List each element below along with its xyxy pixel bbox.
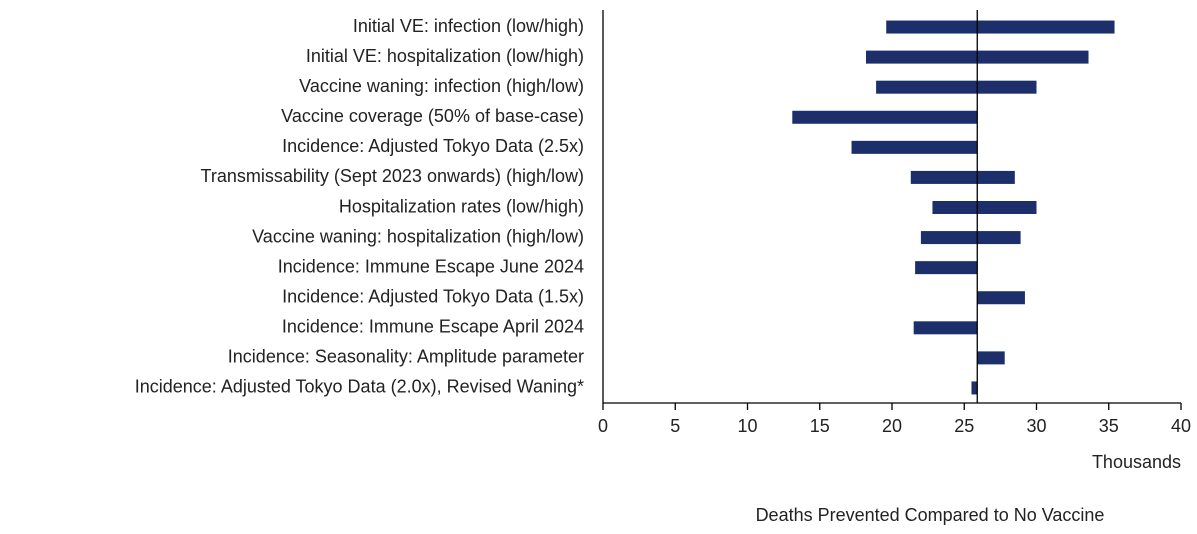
bar: [792, 110, 978, 124]
x-tick-label: 25: [954, 416, 974, 436]
x-axis-title: Deaths Prevented Compared to No Vaccine: [756, 505, 1105, 525]
y-tick-label: Initial VE: infection (low/high): [353, 16, 584, 36]
y-tick-label: Vaccine waning: hospitalization (high/lo…: [252, 226, 584, 246]
y-tick-label: Incidence: Adjusted Tokyo Data (2.5x): [282, 136, 584, 156]
y-tick-label: Transmissability (Sept 2023 onwards) (hi…: [201, 166, 584, 186]
x-tick-label: 40: [1171, 416, 1191, 436]
x-tick-label: 35: [1099, 416, 1119, 436]
bar: [932, 201, 1037, 214]
x-tick-label: 0: [598, 416, 608, 436]
bar: [977, 351, 1005, 365]
x-tick-label: 30: [1026, 416, 1046, 436]
bar: [886, 20, 1115, 34]
bar: [971, 381, 978, 395]
bar: [913, 321, 978, 335]
y-tick-label: Incidence: Adjusted Tokyo Data (1.5x): [282, 286, 584, 306]
bar: [910, 170, 1015, 184]
bar: [977, 291, 1025, 305]
y-tick-label: Hospitalization rates (low/high): [339, 196, 584, 216]
x-tick-label: 10: [737, 416, 757, 436]
y-tick-label: Incidence: Immune Escape April 2024: [282, 317, 584, 337]
bar: [851, 140, 978, 154]
y-tick-label: Incidence: Immune Escape June 2024: [278, 256, 584, 276]
x-tick-label: 20: [882, 416, 902, 436]
y-tick-label: Initial VE: hospitalization (low/high): [306, 46, 584, 66]
bar: [920, 231, 1021, 245]
x-tick-label: 15: [810, 416, 830, 436]
x-tick-label: 5: [670, 416, 680, 436]
y-tick-label: Incidence: Adjusted Tokyo Data (2.0x), R…: [135, 377, 584, 397]
y-tick-label: Incidence: Seasonality: Amplitude parame…: [228, 347, 584, 367]
y-tick-label: Vaccine coverage (50% of base-case): [281, 106, 584, 126]
bar: [876, 80, 1037, 94]
x-unit: Thousands: [1092, 452, 1181, 472]
bar: [915, 261, 978, 275]
y-tick-label: Vaccine waning: infection (high/low): [299, 76, 584, 96]
